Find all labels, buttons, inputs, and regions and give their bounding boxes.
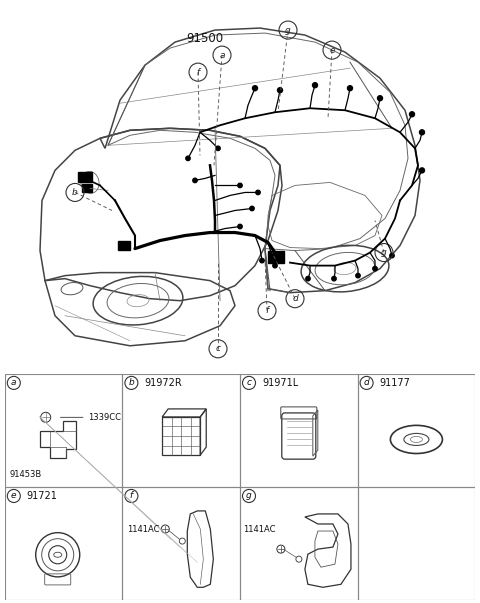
Bar	[5, 374, 122, 487]
Circle shape	[420, 130, 424, 135]
Circle shape	[238, 183, 242, 188]
Text: e: e	[11, 491, 16, 500]
Bar	[122, 374, 240, 487]
Bar	[240, 487, 358, 600]
Bar	[82, 185, 92, 192]
Text: c: c	[247, 379, 252, 387]
Bar	[358, 487, 475, 600]
Circle shape	[238, 224, 242, 229]
Circle shape	[256, 190, 260, 195]
Text: 1141AC: 1141AC	[243, 525, 276, 534]
Text: b: b	[72, 188, 78, 197]
Circle shape	[273, 264, 277, 268]
Bar	[240, 374, 358, 487]
Circle shape	[252, 86, 257, 90]
Text: 91972R: 91972R	[144, 378, 182, 388]
Bar	[118, 241, 130, 250]
Circle shape	[420, 168, 424, 173]
Bar	[358, 374, 475, 487]
Text: a: a	[11, 379, 16, 387]
Circle shape	[356, 273, 360, 278]
Text: f: f	[265, 306, 269, 315]
Text: 91177: 91177	[380, 378, 410, 388]
Text: 1339CC: 1339CC	[88, 413, 121, 422]
Text: f: f	[196, 68, 200, 77]
Text: d: d	[292, 294, 298, 303]
Bar	[162, 417, 200, 455]
Text: f: f	[130, 491, 133, 500]
Circle shape	[250, 206, 254, 210]
Bar	[268, 251, 284, 262]
Text: g: g	[381, 248, 387, 257]
Text: 1141AC: 1141AC	[127, 525, 160, 534]
Circle shape	[390, 253, 394, 258]
Text: b: b	[129, 379, 134, 387]
Circle shape	[193, 178, 197, 183]
Bar	[78, 172, 92, 183]
Bar	[122, 487, 240, 600]
Text: 91721: 91721	[27, 491, 58, 501]
Circle shape	[332, 276, 336, 281]
Text: d: d	[364, 379, 370, 387]
Circle shape	[306, 276, 310, 281]
Text: 91500: 91500	[186, 31, 223, 45]
Text: 91971L: 91971L	[262, 378, 298, 388]
Text: g: g	[246, 491, 252, 500]
Circle shape	[312, 83, 317, 87]
Text: e: e	[329, 46, 335, 55]
Circle shape	[277, 87, 283, 93]
Bar	[5, 487, 122, 600]
Circle shape	[216, 146, 220, 151]
Circle shape	[186, 156, 190, 160]
Circle shape	[260, 259, 264, 263]
Text: a: a	[219, 51, 225, 60]
Circle shape	[409, 112, 415, 117]
Text: g: g	[285, 25, 291, 34]
Circle shape	[373, 267, 377, 271]
Circle shape	[348, 86, 352, 90]
Circle shape	[377, 96, 383, 101]
Text: 91453B: 91453B	[10, 470, 42, 479]
Text: c: c	[216, 344, 220, 353]
